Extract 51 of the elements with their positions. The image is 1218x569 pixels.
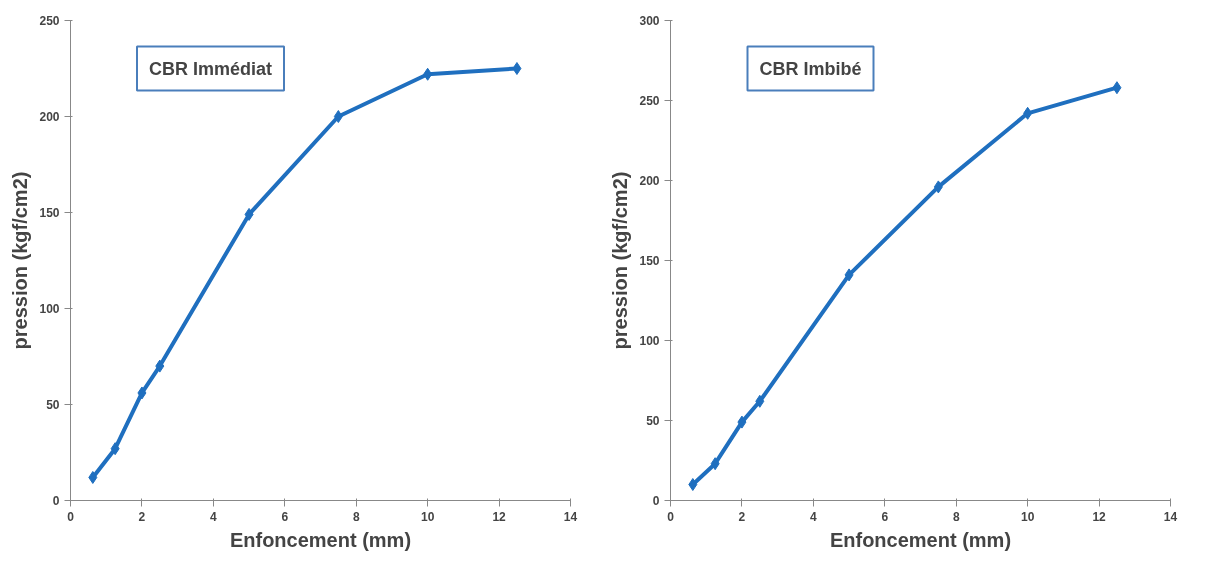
y-axis-title: pression (kgf/cm2): [9, 171, 32, 350]
x-tick-label: 12: [492, 509, 507, 524]
point: [110, 442, 120, 456]
y-tick-label: 150: [639, 254, 660, 268]
point: [844, 268, 854, 282]
y-tick-label: 200: [639, 174, 660, 188]
point: [933, 180, 943, 194]
x-tick-label: 2: [738, 509, 746, 524]
y-tick-label: 50: [46, 398, 60, 412]
x-tick-label: 6: [281, 509, 289, 524]
y-tick-label: 0: [652, 494, 660, 508]
x-tick-label: 14: [563, 509, 578, 524]
point: [333, 110, 343, 123]
y-tick-label: 300: [639, 14, 660, 28]
x-axis-title: Enfoncement (mm): [229, 528, 412, 551]
x-tick-label: 8: [352, 509, 360, 524]
point: [688, 478, 698, 491]
point: [755, 394, 765, 408]
x-tick-label: 10: [420, 509, 435, 524]
point: [155, 359, 165, 373]
x-tick-label: 14: [1163, 509, 1178, 524]
y-tick-label: 250: [639, 94, 660, 108]
x-tick-label: 6: [881, 509, 889, 524]
point: [1112, 81, 1122, 95]
y-tick-label: 100: [39, 302, 60, 316]
y-axis-title: pression (kgf/cm2): [609, 171, 632, 350]
y-tick-label: 200: [39, 110, 60, 124]
x-axis-title: Enfoncement (mm): [829, 528, 1012, 551]
x-tick-label: 8: [952, 509, 960, 524]
point: [137, 386, 147, 400]
point: [423, 67, 433, 81]
text: CBR Immédiat: [148, 58, 273, 79]
point: [710, 457, 720, 471]
x-tick-label: 10: [1020, 509, 1035, 524]
point: [1023, 106, 1033, 120]
point: [244, 207, 254, 221]
x-tick-label: 0: [67, 509, 75, 524]
y-tick-label: 50: [646, 414, 660, 428]
text: CBR Imbibé: [759, 58, 862, 79]
y-tick-label: 100: [639, 334, 660, 348]
x-tick-label: 0: [667, 509, 675, 524]
x-tick-label: 4: [810, 509, 818, 524]
y-tick-label: 150: [39, 206, 60, 220]
x-tick-label: 12: [1092, 509, 1107, 524]
x-tick-label: 4: [210, 509, 218, 524]
point: [737, 415, 747, 429]
y-tick-label: 0: [52, 494, 60, 508]
point: [88, 470, 98, 484]
point: [512, 62, 522, 75]
y-tick-label: 250: [39, 14, 60, 28]
x-tick-label: 2: [138, 509, 146, 524]
